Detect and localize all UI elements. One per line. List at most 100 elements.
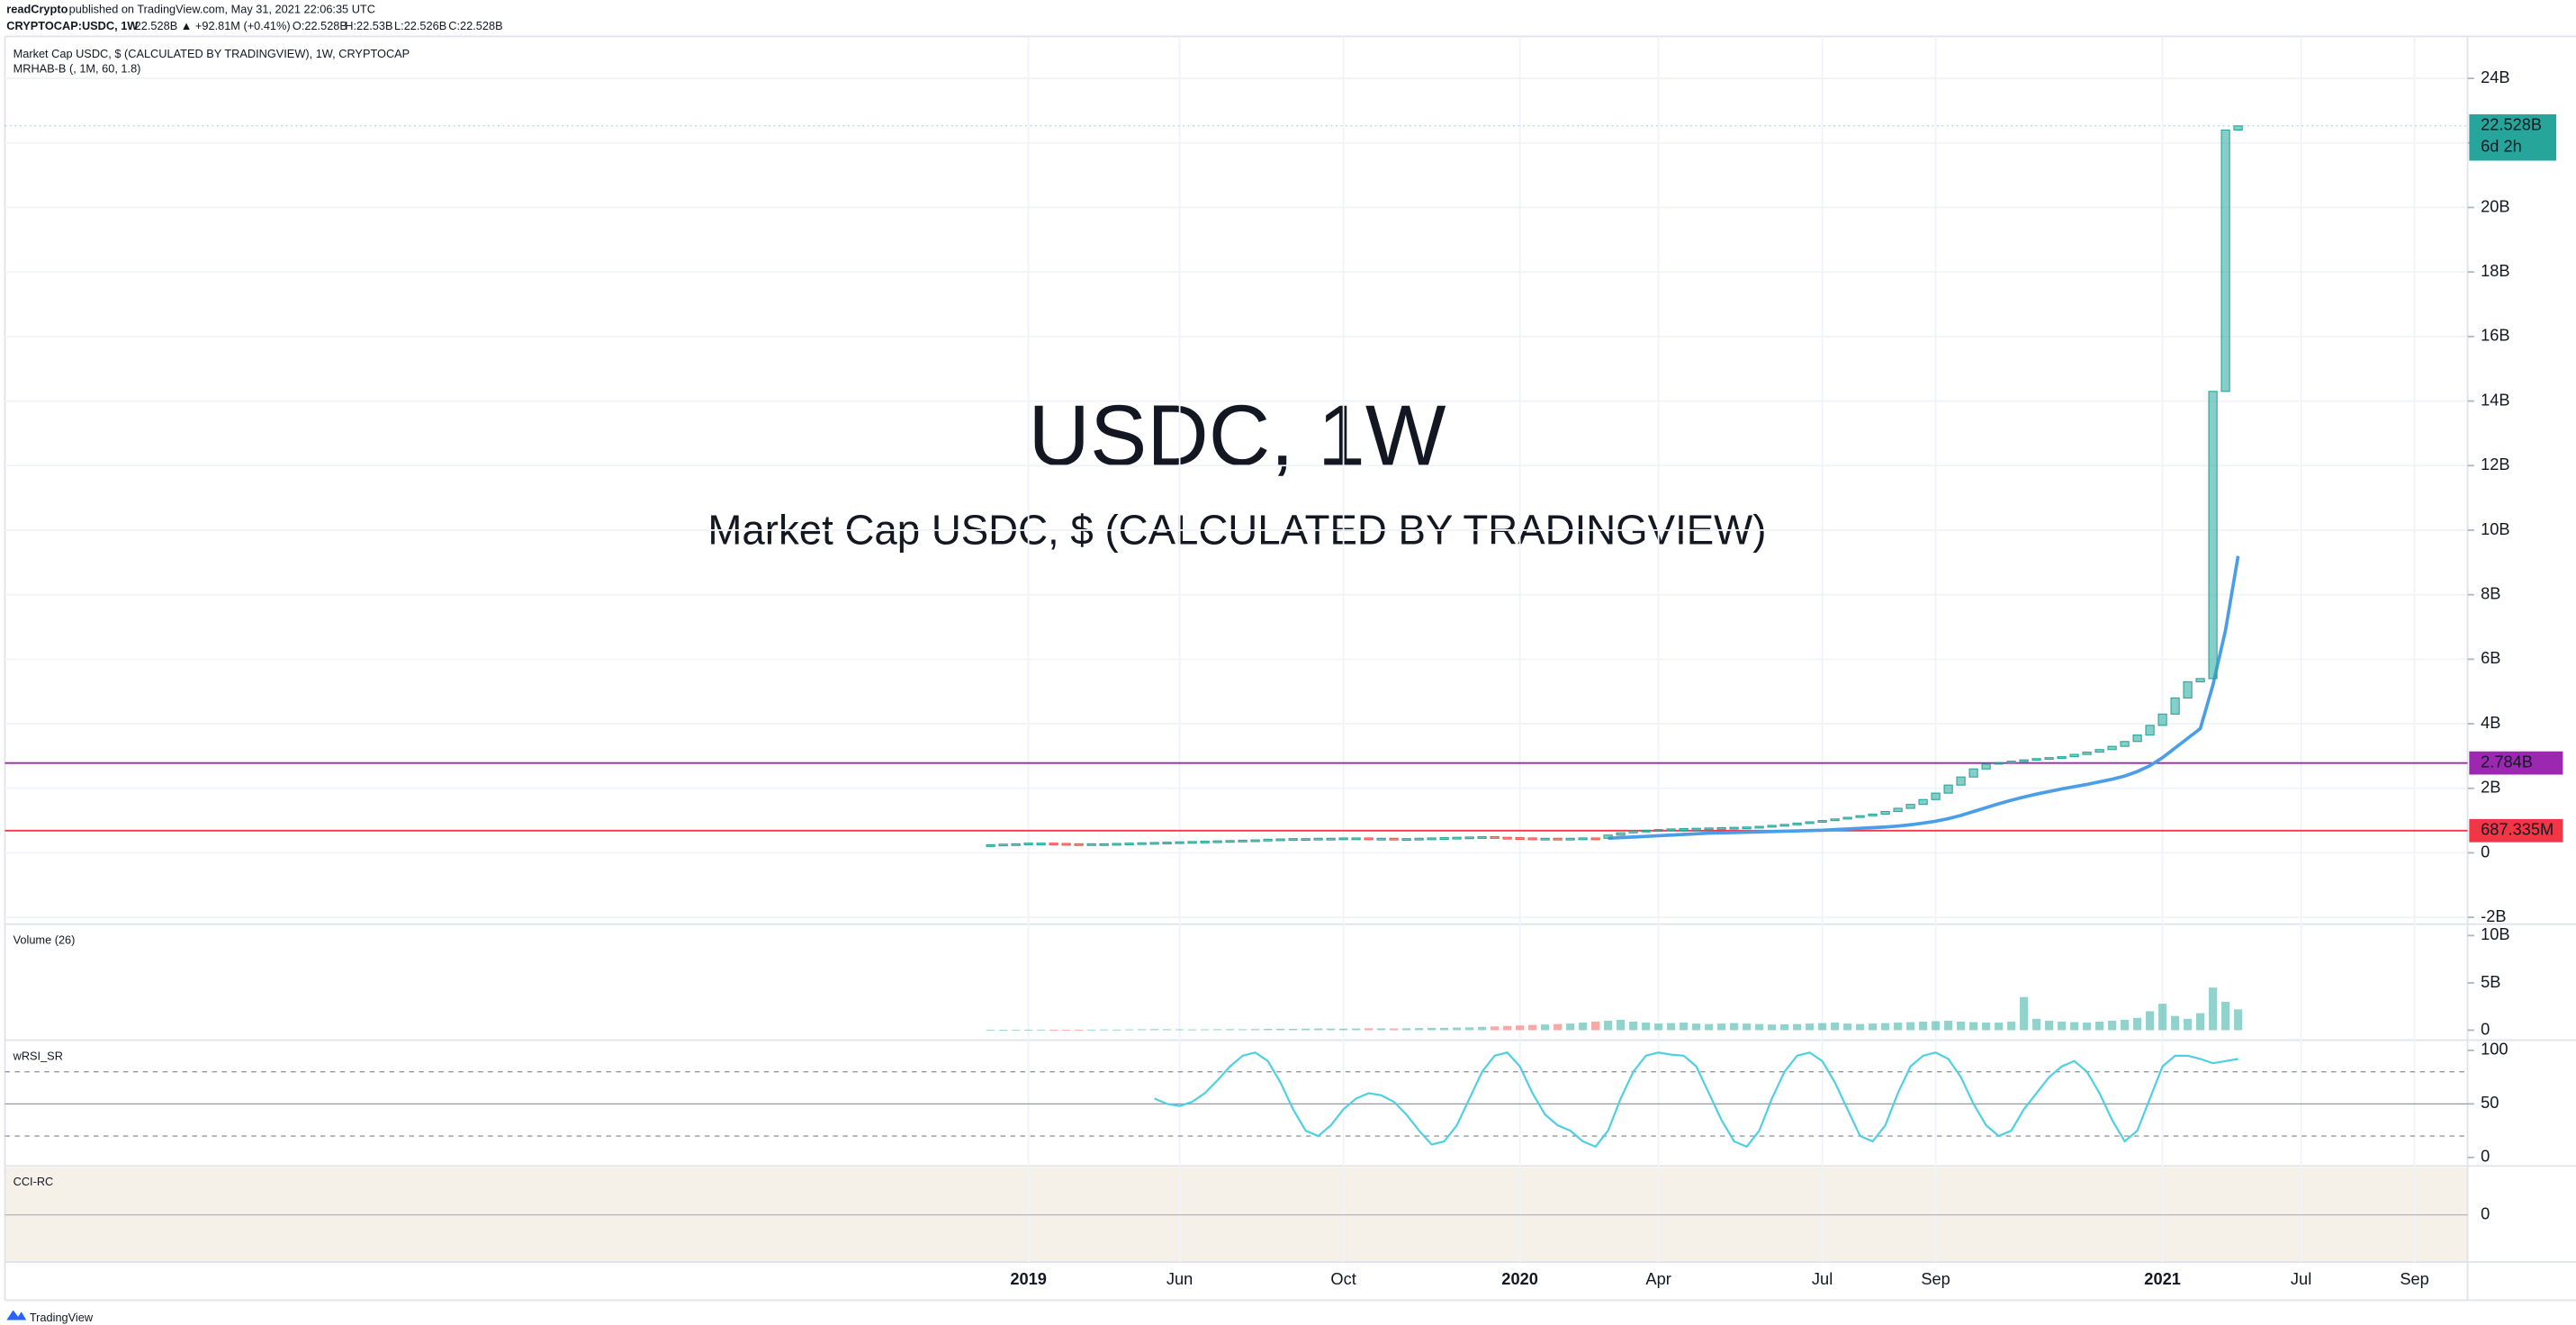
candle [1868,813,1878,816]
volume-bar [1717,1023,1726,1031]
y-tick-label: 0 [2481,842,2490,861]
rsi-tick-label: 50 [2481,1093,2499,1112]
volume-bar [1730,1023,1739,1031]
candle [1162,842,1172,845]
candle [1754,825,1764,829]
candle [998,843,1008,847]
volume-bar [2070,1022,2079,1031]
pane-borders [4,35,2576,1302]
candle [1842,816,1852,820]
volume-bar [1642,1023,1651,1031]
ohlc-open: O:22.528B [293,19,347,32]
candle [1805,821,1815,825]
volume-bar [1049,1029,1058,1031]
y-tick-label: 12B [2481,455,2509,473]
volume-bar [1566,1023,1575,1031]
candle [1956,776,1966,786]
candle [1250,839,1260,843]
candle [1036,843,1046,846]
volume-bar [2121,1019,2130,1031]
candle [1137,842,1147,845]
candle [1112,843,1121,846]
candle [1540,837,1550,841]
ohlc-low: L:22.526B [394,19,446,32]
volume-bar [1680,1023,1689,1031]
x-tick-label: 2019 [1010,1269,1047,1288]
volume-bar [1856,1023,1865,1031]
volume-bar [1213,1029,1222,1031]
volume-bar [1831,1023,1840,1031]
candle [1364,837,1374,841]
brand: TradingView [30,1311,94,1324]
candle [1527,837,1537,841]
candle [1389,837,1399,841]
candle [1792,822,1802,825]
volume-bar [1919,1022,1928,1031]
volume-bar [1075,1029,1084,1031]
volume-bar [1528,1024,1537,1031]
rsi-line [1154,1051,2238,1149]
volume-bar [1100,1029,1109,1031]
volume-bar [2032,1018,2041,1031]
candle [1578,837,1588,841]
volume-bar [1743,1023,1752,1031]
candle [1641,829,1651,833]
volume-bar [1339,1028,1348,1031]
volume-bar [1516,1025,1525,1031]
volume-bar [1667,1023,1676,1031]
volume-bar [2108,1020,2117,1031]
candle [1590,837,1600,841]
indicator-label: MRHAB-B (, 1M, 60, 1.8) [14,62,141,76]
x-tick-label: Apr [1645,1269,1671,1288]
candle [1238,839,1247,843]
y-tick-label: 24B [2481,68,2509,86]
candle [2094,749,2104,753]
price-label: 2.784B [2481,752,2533,771]
x-tick-label: 2021 [2144,1269,2181,1288]
volume-bar [1125,1029,1134,1031]
volume-bar [1087,1029,1096,1031]
candle [1994,762,2004,765]
candle [1830,818,1840,822]
candle [2057,756,2067,760]
candle [1502,836,1512,840]
candle [2145,725,2155,736]
volume-bar [1453,1027,1462,1031]
volume-bar [1944,1020,1953,1031]
x-tick-label: 2020 [1501,1269,1538,1288]
volume-bar [1982,1023,1991,1031]
candle [1212,840,1222,843]
candle [1011,843,1021,846]
candle [1931,792,1941,800]
x-tick-label: Sep [2400,1269,2428,1288]
volume-bar [1062,1030,1071,1031]
candle [1918,798,1928,806]
candle [1326,837,1336,841]
volume-bar [1365,1028,1374,1031]
price-label-box [2469,818,2563,843]
chart-title: Market Cap USDC, $ (CALCULATED BY TRADIN… [14,47,410,60]
volume-tick-label: 0 [2481,1019,2490,1038]
volume-bar [2221,1001,2230,1031]
volume-bar [1932,1021,1941,1031]
volume-bar [1314,1028,1323,1031]
x-tick-label: Jul [1812,1269,1833,1288]
candle [1855,815,1865,818]
candle [986,843,995,847]
candle [1628,830,1638,834]
candle [1427,837,1437,841]
candle [1893,807,1903,813]
volume-bar [1440,1027,1449,1031]
candle [1968,768,1978,778]
y-tick-label: 8B [2481,583,2500,602]
rsi-tick-label: 0 [2481,1147,2490,1166]
candle [1099,843,1109,846]
candle [2107,745,2117,751]
y-tick-label: 4B [2481,713,2500,732]
candle [1023,843,1033,846]
volume-bar [2146,1011,2155,1031]
brand-logo [6,1310,27,1320]
candle [1767,825,1777,828]
candle [1704,827,1714,831]
candle [2183,681,2193,699]
